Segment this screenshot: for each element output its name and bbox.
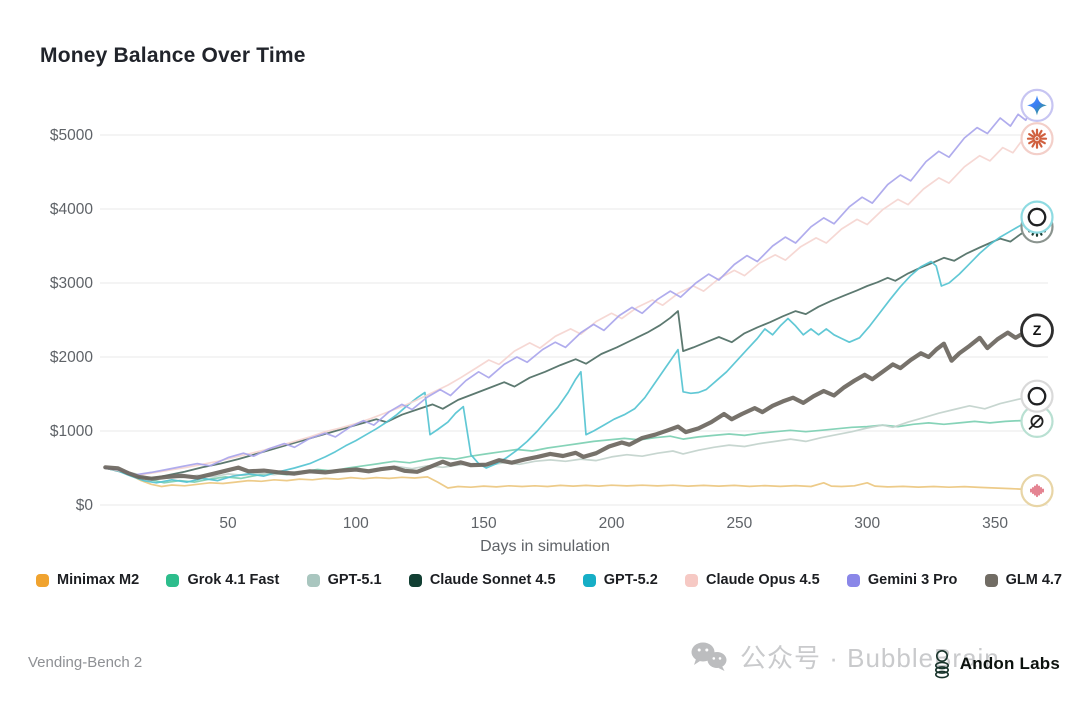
series-end-icon-gemini-3-pro	[1020, 88, 1054, 123]
legend-swatch-glm-4-7	[984, 573, 998, 587]
legend-label-claude-sonnet-4-5: Claude Sonnet 4.5	[429, 572, 556, 588]
series-line-gpt-5-2	[104, 216, 1035, 484]
legend-swatch-gpt-5-1	[306, 573, 320, 587]
x-tick-label: 150	[471, 515, 497, 532]
brand-name: Andon Labs	[959, 654, 1060, 673]
series-end-icon-claude-opus-4-5	[1020, 122, 1054, 156]
legend-label-minimax-m2: Minimax M2	[57, 572, 140, 588]
legend-label-glm-4-7: GLM 4.7	[1005, 572, 1062, 588]
legend-label-grok-4-1-fast: Grok 4.1 Fast	[187, 572, 280, 588]
y-tick-label: $5000	[50, 127, 93, 144]
y-tick-label: $1000	[50, 423, 93, 440]
watermark-text: 公众号 · BubbleBrain	[740, 643, 1000, 673]
series-end-icon-grok-4-1-fast	[1020, 404, 1054, 438]
andon-labs-logo	[934, 650, 949, 679]
legend-swatch-claude-opus-4-5	[685, 573, 699, 587]
legend-item-gpt-5-2: GPT-5.2	[582, 572, 658, 588]
x-axis-label: Days in simulation	[480, 538, 610, 555]
x-tick-label: 350	[982, 515, 1008, 532]
wechat-icon	[691, 642, 727, 671]
series-line-claude-opus-4-5	[104, 137, 1035, 477]
series-end-icons-layer: Z	[1020, 88, 1054, 508]
legend-label-gemini-3-pro: Gemini 3 Pro	[867, 572, 958, 588]
series-line-minimax-m2	[104, 467, 1035, 492]
legend-swatch-grok-4-1-fast	[166, 573, 180, 587]
legend-item-gemini-3-pro: Gemini 3 Pro	[846, 572, 958, 588]
y-tick-label: $3000	[50, 275, 93, 292]
legend-item-claude-sonnet-4-5: Claude Sonnet 4.5	[408, 572, 556, 588]
svg-text:Z: Z	[1033, 322, 1042, 338]
x-tick-label: 100	[343, 515, 369, 532]
chart-title: Money Balance Over Time	[40, 44, 306, 67]
chart-legend: Minimax M2 Grok 4.1 Fast GPT-5.1 Claude Son…	[36, 572, 1062, 588]
legend-swatch-claude-sonnet-4-5	[408, 573, 422, 587]
legend-item-gpt-5-1: GPT-5.1	[306, 572, 382, 588]
x-tick-label: 200	[599, 515, 625, 532]
series-end-icon-minimax-m2	[1020, 474, 1054, 508]
y-tick-label: $2000	[50, 349, 93, 366]
legend-item-claude-opus-4-5: Claude Opus 4.5	[685, 572, 820, 588]
series-line-gpt-5-1	[104, 395, 1035, 480]
axis-ticks-layer: $0 $1000 $2000 $3000 $4000 $5000 50 100 150 200 25…	[50, 127, 1008, 532]
legend-item-minimax-m2: Minimax M2	[36, 572, 139, 588]
wechat-watermark: 公众号 · BubbleBrain	[688, 638, 1000, 675]
series-line-glm-4-7	[103, 328, 1036, 481]
benchmark-name-label: Vending-Bench 2	[28, 654, 143, 671]
legend-swatch-gpt-5-2	[582, 573, 596, 587]
legend-swatch-minimax-m2	[36, 573, 49, 587]
legend-item-grok-4-1-fast: Grok 4.1 Fast	[166, 572, 279, 588]
legend-label-gpt-5-2: GPT-5.2	[603, 572, 658, 588]
andon-labs-brand: Andon Labs	[929, 648, 1060, 680]
y-tick-label: $4000	[50, 201, 93, 218]
x-tick-label: 50	[219, 515, 237, 532]
series-line-gemini-3-pro	[104, 104, 1035, 476]
legend-swatch-gemini-3-pro	[846, 573, 860, 587]
legend-item-glm-4-7: GLM 4.7	[984, 572, 1062, 588]
legend-label-gpt-5-1: GPT-5.1	[327, 572, 382, 588]
x-tick-label: 300	[854, 515, 880, 532]
series-line-grok-4-1-fast	[104, 419, 1035, 484]
legend-label-claude-opus-4-5: Claude Opus 4.5	[706, 572, 820, 588]
series-end-icon-gpt-5-1	[1020, 379, 1054, 413]
y-tick-label: $0	[76, 497, 94, 514]
x-tick-label: 250	[726, 515, 752, 532]
series-end-icon-glm-4-7: Z	[1020, 313, 1054, 348]
series-line-claude-sonnet-4-5	[104, 225, 1035, 480]
grid-layer	[100, 134, 1048, 506]
series-end-icon-gpt-5-2	[1020, 200, 1054, 234]
series-lines-layer	[103, 104, 1036, 492]
